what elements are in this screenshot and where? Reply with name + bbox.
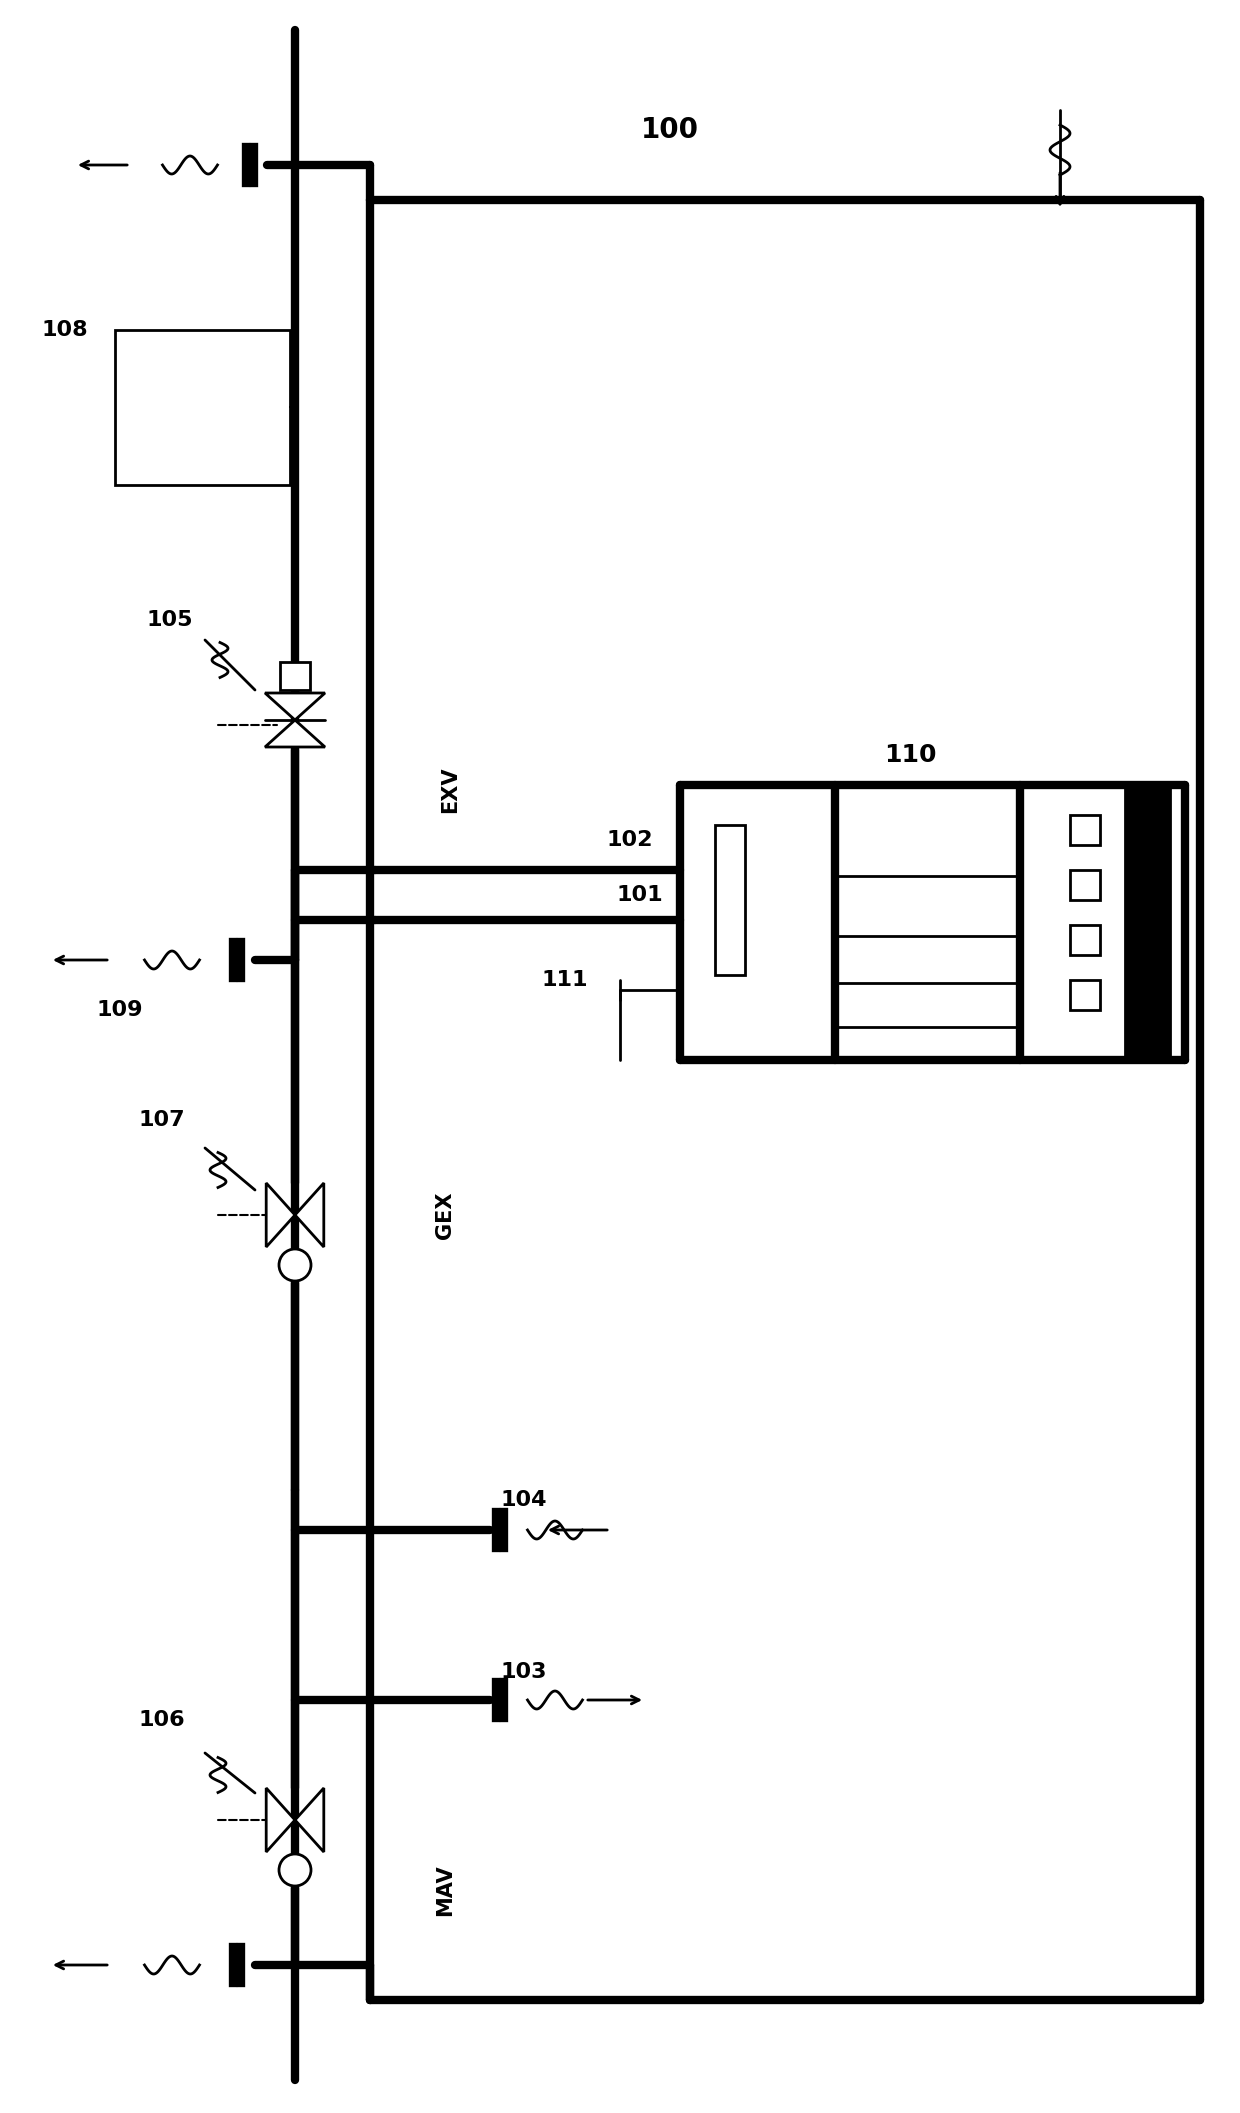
Polygon shape	[267, 1788, 295, 1851]
Text: 103: 103	[501, 1663, 547, 1682]
Text: 107: 107	[139, 1109, 185, 1130]
Bar	[1125, 786, 1171, 1061]
Text: 104: 104	[501, 1490, 547, 1511]
Text: 109: 109	[97, 999, 144, 1021]
Circle shape	[279, 1249, 311, 1280]
Bar	[715, 824, 745, 974]
Polygon shape	[265, 693, 325, 721]
Polygon shape	[265, 721, 325, 748]
Bar	[1070, 816, 1100, 845]
Bar	[1070, 925, 1100, 955]
Text: GEX: GEX	[435, 1192, 455, 1238]
Circle shape	[279, 1853, 311, 1887]
Polygon shape	[267, 1183, 295, 1247]
Bar	[1070, 980, 1100, 1010]
Text: MAV: MAV	[435, 1864, 455, 1916]
Text: 100: 100	[641, 116, 699, 144]
Text: EXV: EXV	[440, 767, 460, 814]
Text: 108: 108	[42, 319, 88, 340]
Text: 106: 106	[139, 1709, 185, 1731]
Text: 101: 101	[616, 885, 663, 904]
Polygon shape	[295, 1183, 324, 1247]
Bar	[280, 661, 310, 691]
Text: 111: 111	[542, 970, 588, 991]
Text: 105: 105	[146, 611, 193, 630]
Bar	[115, 330, 290, 486]
Text: 102: 102	[606, 830, 653, 849]
Text: 110: 110	[884, 744, 936, 767]
Bar	[1070, 871, 1100, 900]
Polygon shape	[295, 1788, 324, 1851]
